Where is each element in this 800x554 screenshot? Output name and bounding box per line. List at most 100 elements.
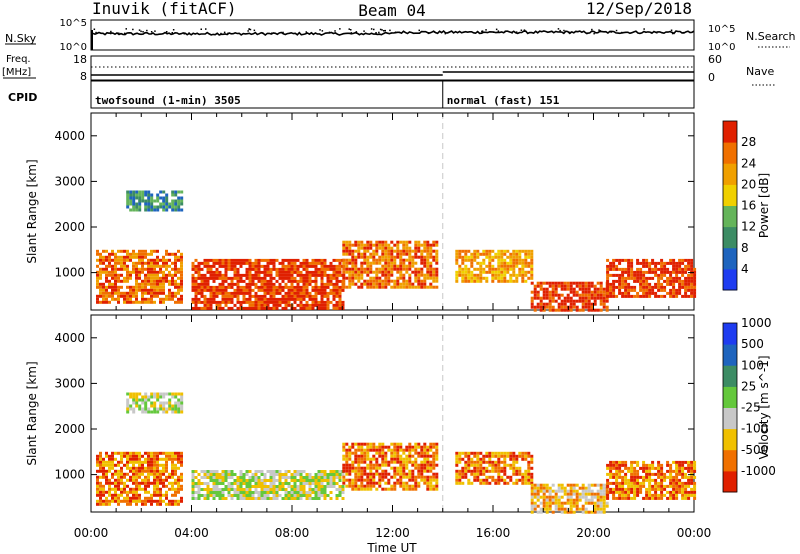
data-cell bbox=[236, 282, 240, 286]
data-cell bbox=[648, 267, 652, 271]
data-cell bbox=[251, 494, 255, 497]
data-cell bbox=[177, 285, 180, 289]
colorbar-segment bbox=[723, 184, 737, 206]
data-cell bbox=[455, 451, 459, 455]
data-cell bbox=[657, 294, 661, 298]
data-cell bbox=[177, 484, 180, 488]
data-cell bbox=[648, 478, 652, 482]
nsearch-point bbox=[171, 32, 173, 34]
data-cell bbox=[512, 264, 516, 268]
data-cell bbox=[162, 499, 165, 503]
data-cell bbox=[390, 442, 394, 446]
data-cell bbox=[165, 205, 169, 209]
data-cell bbox=[426, 249, 430, 253]
data-cell bbox=[569, 510, 573, 514]
data-cell bbox=[141, 294, 144, 298]
data-cell bbox=[341, 288, 345, 292]
data-cell bbox=[548, 305, 552, 309]
data-cell bbox=[138, 496, 141, 500]
data-cell bbox=[381, 279, 385, 283]
data-cell bbox=[512, 273, 516, 277]
data-cell bbox=[263, 476, 267, 479]
data-cell bbox=[578, 281, 582, 285]
data-cell bbox=[320, 479, 324, 482]
data-cell bbox=[174, 193, 178, 197]
colorbar-segment bbox=[723, 205, 737, 228]
data-cell bbox=[587, 299, 591, 303]
data-cell bbox=[191, 276, 195, 280]
data-cell bbox=[678, 463, 682, 467]
data-cell bbox=[308, 261, 312, 265]
data-cell bbox=[479, 472, 483, 476]
data-cell bbox=[435, 276, 439, 280]
data-cell bbox=[432, 255, 436, 259]
data-cell bbox=[411, 285, 415, 289]
data-cell bbox=[257, 297, 261, 301]
data-cell bbox=[156, 255, 159, 259]
data-cell bbox=[494, 478, 498, 482]
data-cell bbox=[302, 285, 306, 289]
data-cell bbox=[305, 494, 309, 497]
data-cell bbox=[239, 291, 243, 295]
data-cell bbox=[114, 297, 117, 301]
data-cell bbox=[266, 488, 270, 491]
data-cell bbox=[138, 202, 142, 206]
data-cell bbox=[569, 507, 573, 511]
data-cell bbox=[254, 306, 258, 310]
data-cell bbox=[212, 270, 216, 274]
cpid-label: CPID bbox=[8, 91, 37, 104]
data-cell bbox=[299, 470, 303, 473]
data-cell bbox=[633, 484, 637, 488]
data-cell bbox=[239, 276, 243, 280]
data-cell bbox=[224, 476, 228, 479]
data-cell bbox=[681, 466, 685, 470]
data-cell bbox=[227, 300, 231, 304]
data-cell bbox=[305, 264, 309, 268]
data-cell bbox=[177, 466, 180, 470]
data-cell bbox=[147, 457, 150, 461]
data-cell bbox=[239, 258, 243, 262]
data-cell bbox=[602, 492, 606, 496]
data-cell bbox=[236, 300, 240, 304]
data-cell bbox=[320, 282, 324, 286]
data-cell bbox=[348, 469, 352, 473]
data-cell bbox=[512, 454, 516, 458]
data-cell bbox=[197, 297, 201, 301]
data-cell bbox=[323, 273, 327, 277]
data-cell bbox=[458, 457, 462, 461]
data-cell bbox=[423, 246, 427, 250]
data-cell bbox=[174, 261, 177, 265]
data-cell bbox=[126, 249, 129, 253]
data-cell bbox=[126, 291, 129, 295]
nsearch-point bbox=[305, 31, 307, 33]
data-cell bbox=[384, 261, 388, 265]
data-cell bbox=[633, 288, 637, 292]
data-cell bbox=[372, 484, 376, 488]
data-cell bbox=[129, 490, 132, 494]
data-cell bbox=[212, 497, 216, 500]
data-cell bbox=[278, 270, 282, 274]
data-cell bbox=[96, 490, 99, 494]
data-cell bbox=[218, 491, 222, 494]
data-cell bbox=[390, 270, 394, 274]
data-cell bbox=[111, 288, 114, 292]
data-cell bbox=[654, 282, 658, 286]
data-cell bbox=[180, 454, 183, 458]
data-cell bbox=[639, 285, 643, 289]
data-cell bbox=[230, 279, 234, 283]
data-cell bbox=[194, 470, 198, 473]
data-cell bbox=[209, 288, 213, 292]
data-cell bbox=[162, 484, 165, 488]
data-cell bbox=[396, 481, 400, 485]
data-cell bbox=[317, 497, 321, 500]
data-cell bbox=[429, 270, 433, 274]
data-cell bbox=[348, 466, 352, 470]
data-cell bbox=[467, 267, 471, 271]
data-cell bbox=[197, 285, 201, 289]
data-cell bbox=[215, 276, 219, 280]
data-cell bbox=[200, 482, 204, 485]
data-cell bbox=[284, 470, 288, 473]
nsearch-point bbox=[124, 32, 126, 35]
data-cell bbox=[621, 493, 625, 497]
data-cell bbox=[461, 451, 465, 455]
